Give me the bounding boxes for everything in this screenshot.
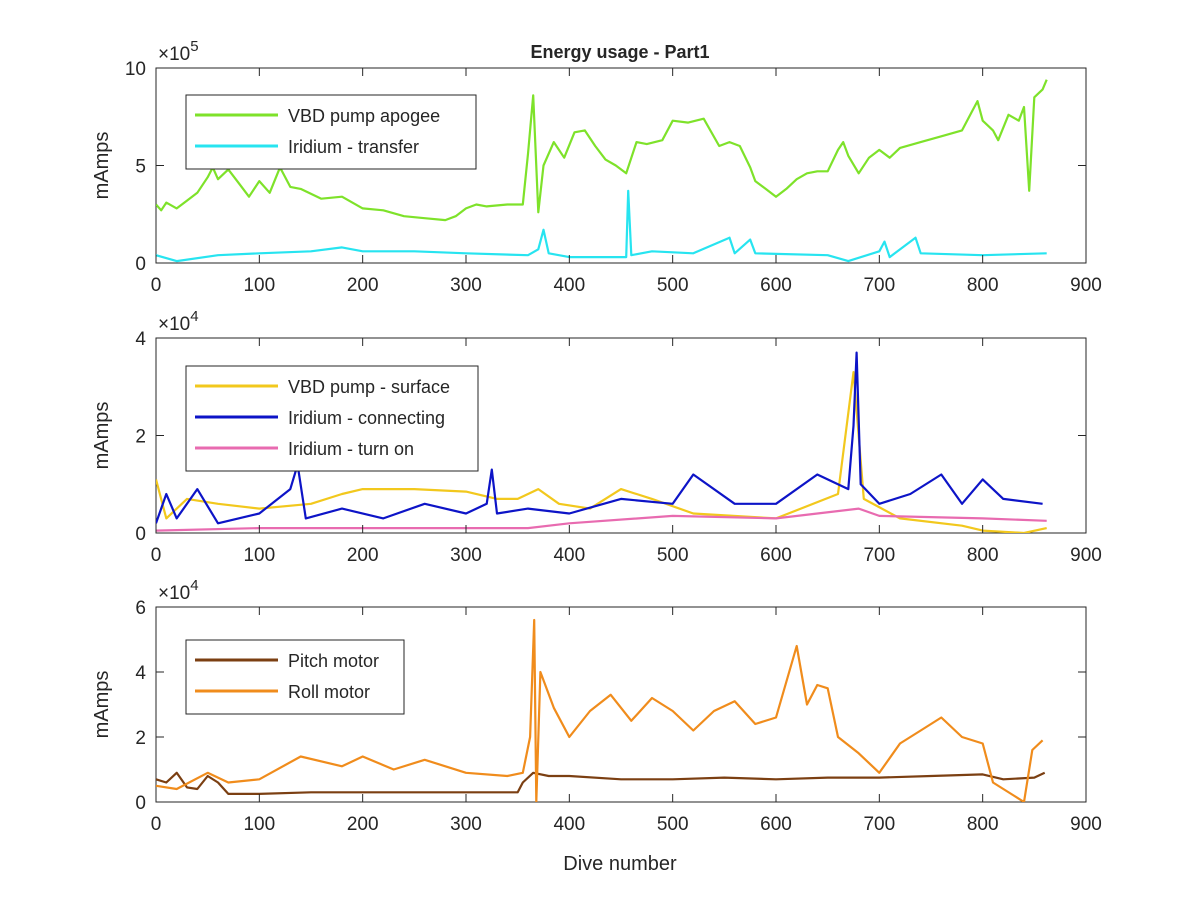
y-exponent-power: 5 [190,38,198,55]
y-tick-label: 6 [135,598,146,619]
x-tick-label: 600 [760,814,792,835]
legend-label: Roll motor [288,682,370,702]
legend: Pitch motor Roll motor [185,639,405,715]
x-tick-label: 100 [243,814,275,835]
legend-label: Iridium - connecting [288,408,445,428]
series-group [156,351,1047,533]
y-axis-label: mAmps [91,402,113,470]
x-tick-label: 700 [863,275,895,296]
series-line-1 [156,371,1047,533]
legend: VBD pump - surface Iridium - connecting Ir… [185,365,479,472]
x-tick-label: 900 [1070,545,1102,566]
x-tick-label: 500 [657,275,689,296]
series-line-3 [156,507,1047,532]
series-line-1 [156,79,1048,222]
x-tick-label: 800 [967,814,999,835]
y-tick-label: 10 [125,59,146,80]
legend: VBD pump apogee Iridium - transfer [185,94,477,170]
figure-title: Energy usage - Part1 [530,42,709,62]
series-group [156,79,1048,263]
x-tick-label: 100 [243,545,275,566]
x-tick-label: 300 [450,814,482,835]
y-tick-label: 2 [135,728,146,749]
x-tick-label: 200 [347,545,379,566]
legend-label: Iridium - turn on [288,439,414,459]
x-tick-label: 700 [863,814,895,835]
series-line-2 [156,189,1047,263]
y-tick-label: 5 [135,157,146,178]
legend-label: Iridium - transfer [288,137,419,157]
subplot-2: 0 100 200 300 400 500 600 700 800 900024×104mAmps… [91,308,1102,566]
legend-label: VBD pump - surface [288,377,450,397]
x-tick-label: 700 [863,545,895,566]
series-line-2 [156,351,1043,525]
legend-box [185,639,405,715]
x-tick-label: 500 [657,545,689,566]
x-tick-label: 900 [1070,814,1102,835]
subplot-3: 0 100 200 300 400 500 600 700 800 9000246×104mAmp… [91,577,1102,835]
legend-box [185,94,477,170]
x-tick-label: 100 [243,275,275,296]
x-tick-label: 600 [760,545,792,566]
x-tick-label: 300 [450,545,482,566]
subplot-1: 0 100 200 300 400 500 600 700 800 9000510×105mAmp… [91,38,1102,296]
x-tick-label: 800 [967,275,999,296]
series-group [156,618,1046,802]
x-tick-label: 200 [347,275,379,296]
y-exponent-power: 4 [190,577,198,594]
y-tick-label: 0 [135,793,146,814]
x-tick-label: 400 [553,275,585,296]
series-line-1 [156,771,1046,795]
x-tick-label: 800 [967,545,999,566]
x-tick-label: 500 [657,814,689,835]
figure-xlabel: Dive number [563,853,677,875]
x-tick-label: 0 [151,275,162,296]
subplots: 0 100 200 300 400 500 600 700 800 9000510×105mAmp… [91,38,1102,835]
x-tick-label: 200 [347,814,379,835]
x-tick-label: 0 [151,545,162,566]
x-tick-label: 600 [760,275,792,296]
x-tick-label: 300 [450,275,482,296]
y-axis-label: mAmps [91,671,113,739]
series-line-2 [156,618,1044,802]
x-tick-label: 0 [151,814,162,835]
x-tick-label: 400 [553,545,585,566]
y-tick-label: 0 [135,524,146,545]
y-tick-label: 2 [135,427,146,448]
legend-label: VBD pump apogee [288,106,440,126]
y-exponent-power: 4 [190,308,198,325]
x-tick-label: 900 [1070,275,1102,296]
y-tick-label: 4 [135,329,146,350]
y-tick-label: 0 [135,254,146,275]
y-tick-label: 4 [135,663,146,684]
x-tick-label: 400 [553,814,585,835]
y-axis-label: mAmps [91,132,113,200]
legend-label: Pitch motor [288,651,379,671]
